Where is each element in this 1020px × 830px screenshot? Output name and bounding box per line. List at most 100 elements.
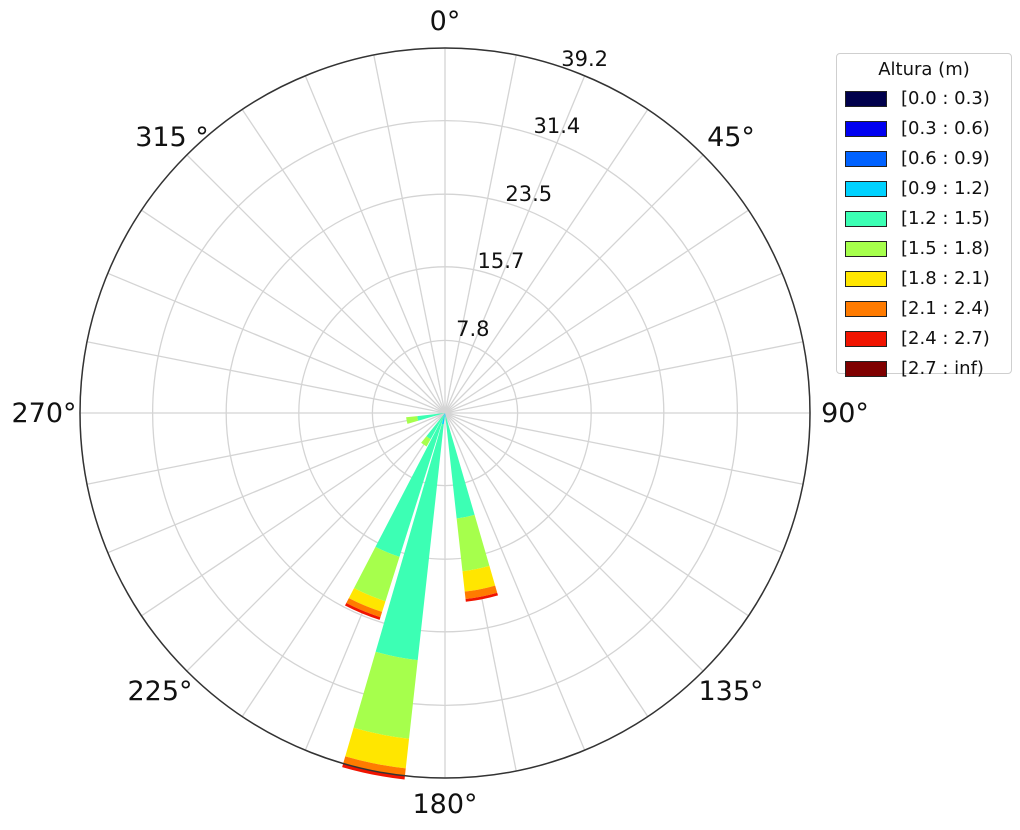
grid-spoke — [373, 54, 446, 414]
bar-segment — [456, 514, 490, 572]
radial-tick-label: 23.5 — [505, 182, 552, 206]
bar-segment — [426, 414, 445, 440]
direction-label: 315 ° — [135, 122, 209, 153]
bar-segment — [406, 416, 419, 424]
legend-swatch — [845, 271, 887, 287]
legend-item: [1.8 : 2.1) — [845, 268, 1010, 294]
grid-spoke — [241, 109, 446, 414]
grid-spoke — [444, 54, 517, 414]
legend-label: [0.9 : 1.2) — [901, 178, 990, 199]
grid-spoke — [107, 412, 446, 554]
radial-tick-labels: 7.8 15.7 23.5 31.4 39.2 — [456, 47, 608, 341]
grid-spoke — [444, 412, 704, 672]
bar-segment — [343, 756, 406, 776]
grid-spoke — [444, 412, 649, 717]
legend-item: [0.3 : 0.6) — [845, 118, 1010, 144]
grid-circle — [151, 119, 739, 707]
bar-segment — [443, 413, 445, 417]
legend: Altura (m) [0.0 : 0.3) [0.3 : 0.6) [0.6 : … — [836, 53, 1012, 379]
radial-tick-label: 39.2 — [561, 47, 608, 71]
grid-circle — [298, 266, 592, 560]
legend-item: [0.9 : 1.2) — [845, 178, 1010, 204]
bar-segment — [421, 436, 431, 447]
grid-spoke — [186, 412, 446, 672]
radial-tick-label: 15.7 — [478, 249, 525, 273]
grid-spoke — [444, 272, 783, 414]
bar-segment — [445, 413, 447, 417]
direction-labels: 0° 45° 90° 135° 180° 225° 270° 315 ° — [11, 6, 868, 820]
grid-circle — [371, 339, 519, 487]
direction-label: 180° — [412, 789, 477, 820]
bar-segment — [417, 413, 445, 421]
direction-label: 270° — [11, 398, 76, 429]
legend-item: [2.1 : 2.4) — [845, 298, 1010, 324]
grid-spoke — [444, 154, 704, 414]
grid-spoke — [107, 272, 446, 414]
legend-label: [1.8 : 2.1) — [901, 268, 990, 289]
bar-segment — [348, 588, 386, 612]
legend-label: [1.5 : 1.8) — [901, 238, 990, 259]
legend-label: [0.0 : 0.3) — [901, 88, 990, 109]
windrose-bars — [342, 413, 498, 780]
radial-tick-label: 31.4 — [534, 114, 581, 138]
bar-segment — [375, 423, 444, 661]
direction-label: 90° — [821, 398, 869, 429]
grid-spoke — [444, 412, 749, 617]
legend-label: [2.4 : 2.7) — [901, 328, 990, 349]
legend-swatch — [845, 151, 887, 167]
grid-spoke — [444, 412, 586, 751]
legend-swatch — [845, 181, 887, 197]
grid-spoke — [241, 412, 446, 717]
bar-segment — [345, 727, 410, 769]
bar-segment — [443, 413, 445, 415]
legend-swatch — [845, 331, 887, 347]
legend-item: [1.2 : 1.5) — [845, 208, 1010, 234]
grid-spoke — [86, 412, 446, 485]
grid-spoke — [444, 341, 804, 414]
grid-spoke — [444, 109, 649, 414]
grid-spoke — [86, 341, 446, 414]
legend-item: [0.0 : 0.3) — [845, 88, 1010, 114]
legend-item: [2.4 : 2.7) — [845, 328, 1010, 354]
legend-label: [0.6 : 0.9) — [901, 148, 990, 169]
legend-label: [0.3 : 0.6) — [901, 118, 990, 139]
grid-spoke — [304, 75, 446, 414]
legend-label: [2.1 : 2.4) — [901, 298, 990, 319]
legend-swatch — [845, 301, 887, 317]
legend-label: [1.2 : 1.5) — [901, 208, 990, 229]
grid-spoke — [444, 75, 586, 414]
legend-item: [1.5 : 1.8) — [845, 238, 1010, 264]
radial-tick-label: 7.8 — [456, 317, 489, 341]
grid-spoke — [444, 412, 804, 485]
bar-segment — [464, 585, 498, 600]
bar-segment — [375, 416, 444, 557]
bar-segment — [465, 592, 498, 602]
bar-segment — [354, 546, 400, 602]
bar-segment — [441, 413, 445, 425]
polar-frame — [79, 47, 811, 779]
direction-label: 135° — [698, 676, 763, 707]
legend-swatch — [845, 91, 887, 107]
direction-label: 225° — [127, 676, 192, 707]
legend-label: [2.7 : inf) — [901, 358, 984, 379]
bar-segment — [344, 603, 381, 620]
grid-spoke — [444, 209, 749, 414]
legend-swatch — [845, 361, 887, 377]
legend-swatch — [845, 121, 887, 137]
direction-label: 45° — [707, 122, 755, 153]
bar-segment — [462, 565, 496, 592]
grid-circle — [225, 193, 665, 633]
grid-spoke — [141, 209, 446, 414]
grid-spoke — [186, 154, 446, 414]
bar-segment — [445, 416, 475, 519]
legend-item: [2.7 : inf) — [845, 358, 1010, 384]
legend-item: [0.6 : 0.9) — [845, 148, 1010, 174]
grid-spoke — [444, 412, 783, 554]
bar-segment — [353, 651, 418, 739]
legend-title: Altura (m) — [878, 59, 970, 80]
grid-spoke — [141, 412, 446, 617]
bar-segment — [346, 598, 383, 618]
legend-swatch — [845, 211, 887, 227]
legend-swatch — [845, 241, 887, 257]
